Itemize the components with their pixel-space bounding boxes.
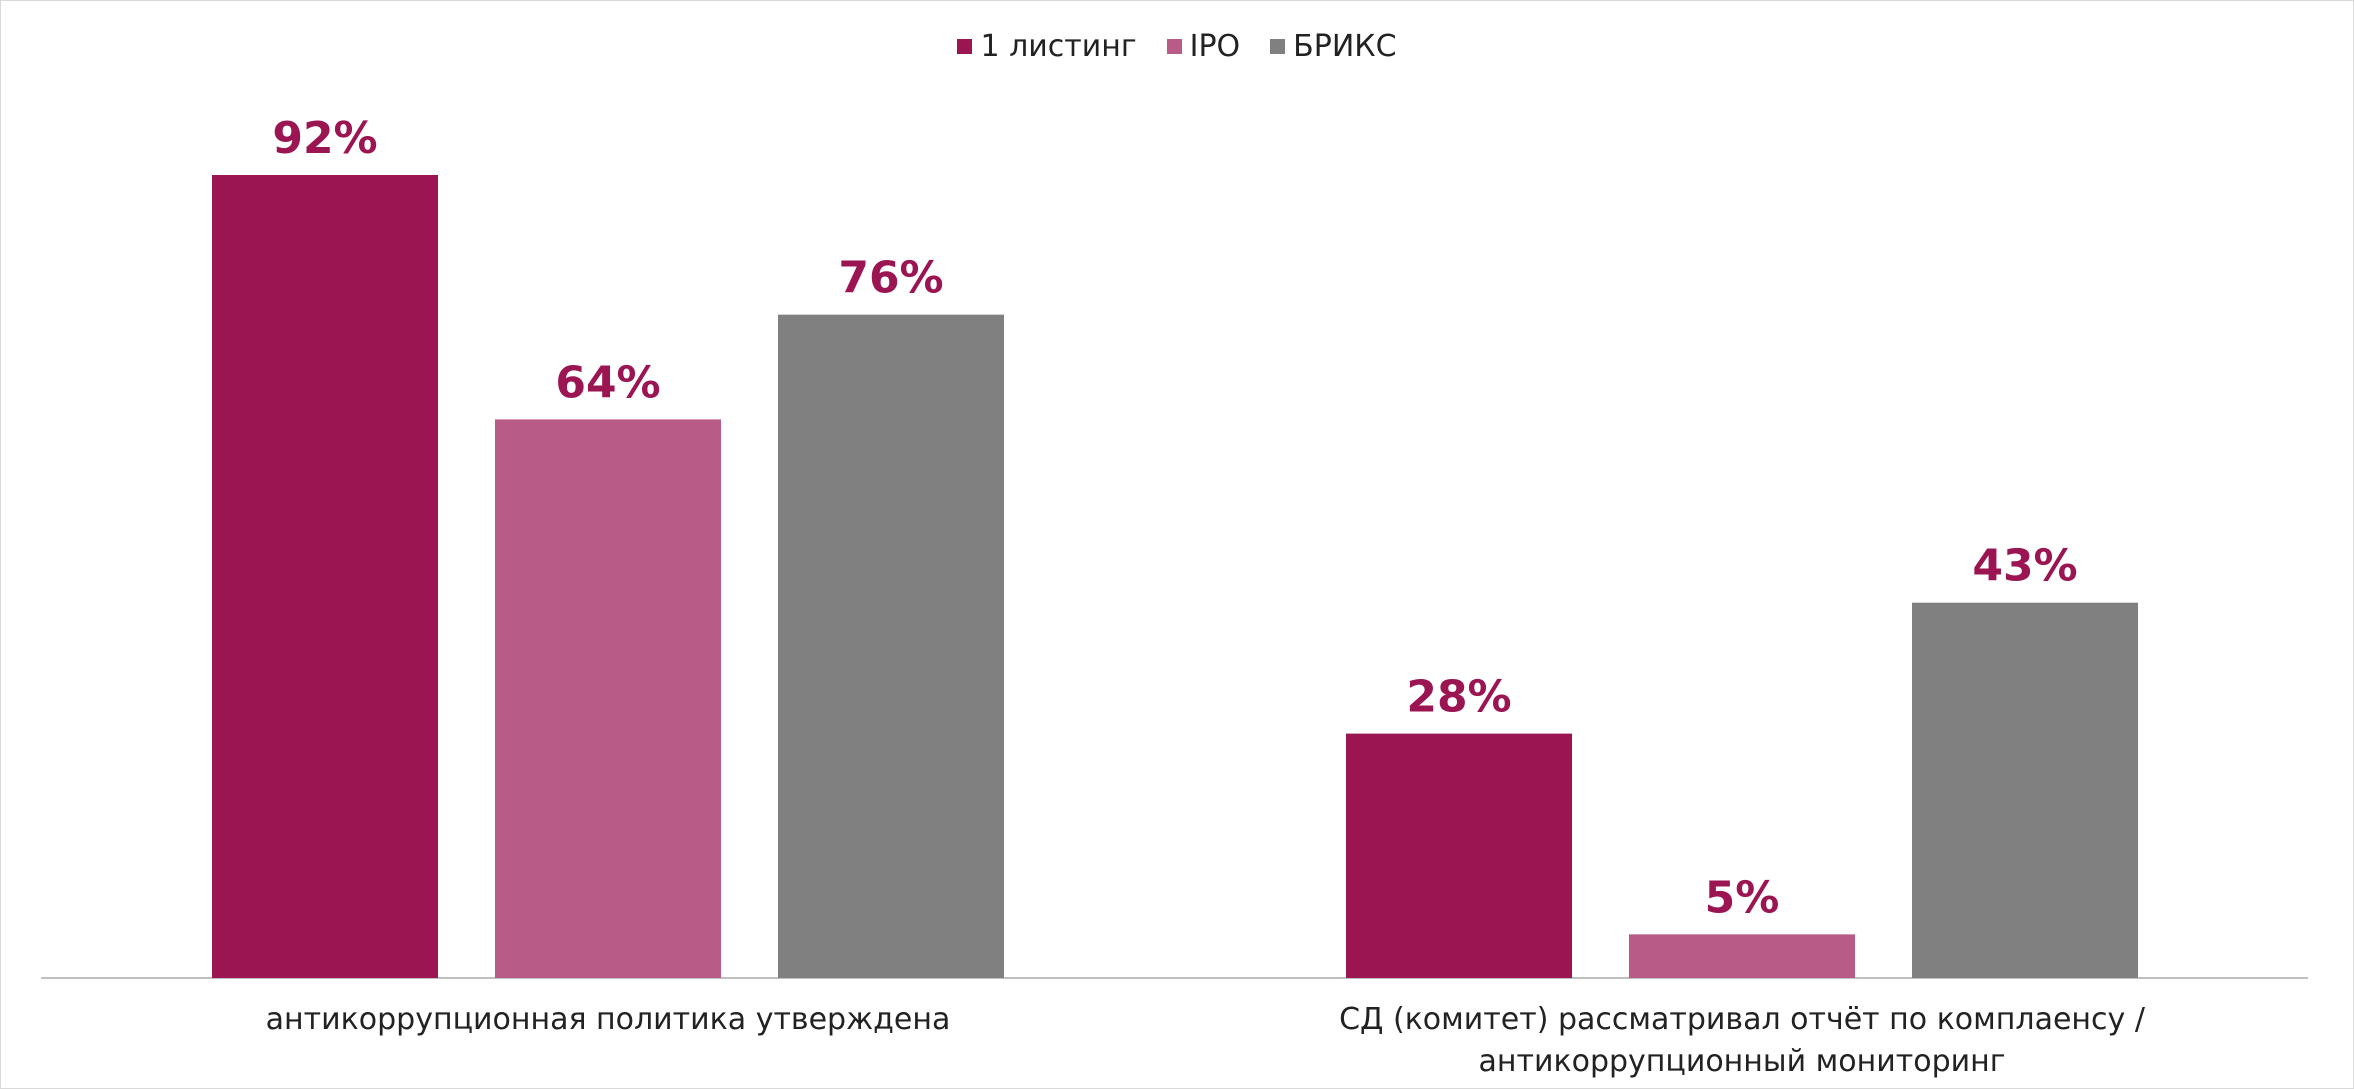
legend-label: БРИКС — [1293, 29, 1397, 64]
value-label: 5% — [1705, 872, 1780, 923]
value-label: 28% — [1406, 672, 1511, 723]
value-label: 76% — [838, 253, 943, 304]
x-tick-label: СД (комитет) рассматривал отчёт по компл… — [1339, 1002, 2145, 1079]
legend-item: 1 листинг — [957, 29, 1137, 64]
bar — [1629, 934, 1855, 978]
legend-swatch — [957, 39, 973, 54]
value-label: 92% — [272, 113, 377, 164]
legend-swatch — [1270, 39, 1286, 54]
legend-item: IPO — [1166, 29, 1241, 64]
legend-item: БРИКС — [1270, 29, 1397, 64]
value-label: 43% — [1972, 541, 2077, 592]
bar — [495, 419, 721, 978]
legend-label: IPO — [1189, 29, 1241, 64]
bar — [1346, 733, 1572, 978]
bar — [1912, 602, 2138, 978]
legend-swatch — [1166, 39, 1182, 54]
x-tick-label: антикоррупционная политика утверждена — [265, 1002, 951, 1037]
bar — [212, 175, 438, 978]
bar — [778, 314, 1004, 978]
legend-label: 1 листинг — [980, 29, 1137, 64]
legend: 1 листинг IPO БРИКС — [1, 29, 2353, 64]
value-label: 64% — [555, 357, 660, 408]
